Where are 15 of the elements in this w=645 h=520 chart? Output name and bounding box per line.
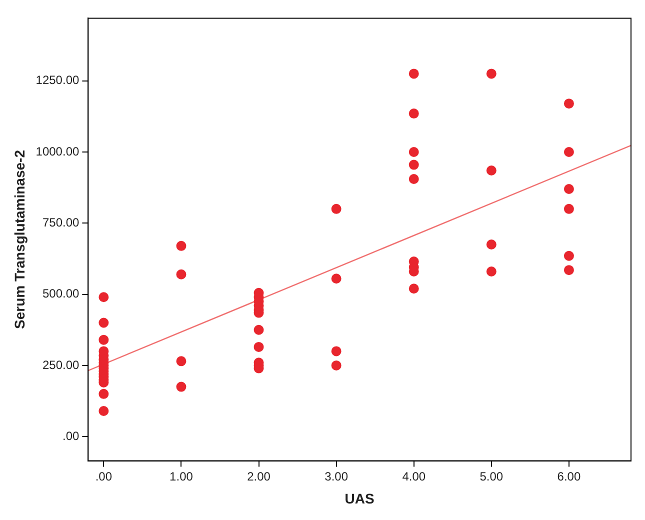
x-tick-label: .00 [95, 469, 112, 484]
y-tick-label: 1000.00 [36, 144, 80, 158]
y-axis-title: Serum Transglutaminase-2 [11, 150, 28, 329]
x-tick-label: 5.00 [480, 469, 504, 484]
x-tick-label: 4.00 [402, 469, 426, 484]
y-tick-label: .00 [62, 428, 80, 443]
x-tick-label: 6.00 [557, 469, 581, 484]
y-tick-label: 500.00 [42, 286, 80, 301]
x-tick-label: 3.00 [324, 469, 348, 484]
x-tick-label: 2.00 [247, 469, 271, 484]
x-tick-label: 1.00 [170, 469, 194, 484]
x-axis-title: UAS [344, 490, 374, 506]
y-tick-label: 1250.00 [36, 73, 80, 88]
y-tick-label: 250.00 [42, 358, 80, 372]
y-tick-label: 750.00 [42, 215, 80, 230]
